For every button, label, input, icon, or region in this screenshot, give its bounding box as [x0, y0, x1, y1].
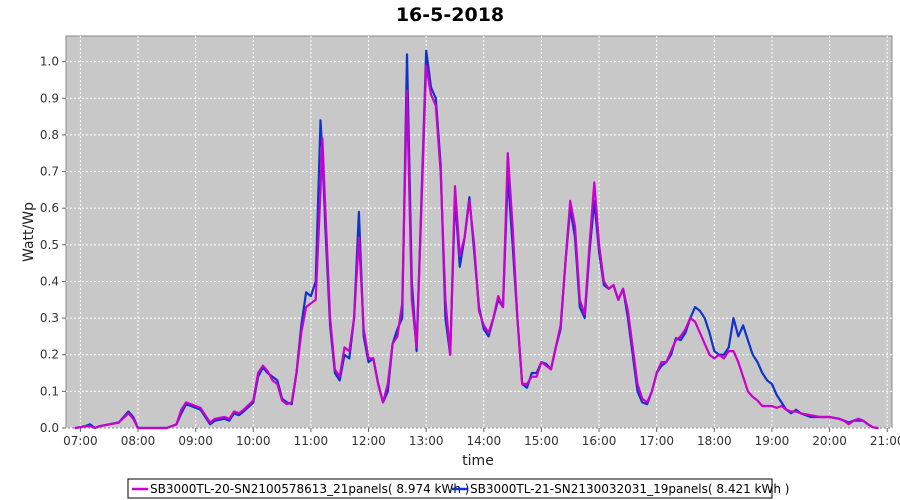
- x-tick-label: 16:00: [582, 434, 617, 448]
- legend-item-label: SB3000TL-20-SN2100578613_21panels( 8.974…: [150, 482, 469, 496]
- x-tick-label: 19:00: [755, 434, 790, 448]
- y-tick-label: 0.0: [40, 421, 59, 435]
- legend-item-label: SB3000TL-21-SN2130032031_19panels( 8.421…: [470, 482, 789, 496]
- x-tick-label: 11:00: [294, 434, 329, 448]
- legend-box: [127, 478, 773, 499]
- x-tick-label: 08:00: [121, 434, 156, 448]
- y-tick-label: 0.7: [40, 165, 59, 179]
- axes: 0.0 0.1 0.2 0.3 0.4 0.5 0.6 0.7 0.8 0.9 1.0 07:00 08…: [40, 55, 900, 448]
- y-tick-label: 0.9: [40, 91, 59, 105]
- x-tick-label: 17:00: [639, 434, 674, 448]
- x-tick-label: 14:00: [467, 434, 502, 448]
- y-tick-label: 0.8: [40, 128, 59, 142]
- y-tick-label: 0.4: [40, 274, 59, 288]
- x-tick-label: 13:00: [409, 434, 444, 448]
- chart-title: 16-5-2018: [396, 4, 504, 26]
- x-tick-label: 09:00: [178, 434, 213, 448]
- legend: SB3000TL-20-SN2100578613_21panels( 8.974…: [127, 478, 789, 499]
- x-tick-label: 12:00: [351, 434, 386, 448]
- y-axis-label: Watt/Wp: [21, 202, 37, 262]
- y-tick-label: 0.6: [40, 201, 59, 215]
- x-tick-label: 20:00: [812, 434, 847, 448]
- x-tick-label: 18:00: [697, 434, 732, 448]
- y-tick-label: 0.5: [40, 238, 59, 252]
- y-tick-label: 0.2: [40, 348, 59, 362]
- y-tick-label: 0.3: [40, 311, 59, 325]
- x-tick-label: 07:00: [63, 434, 98, 448]
- y-tick-label: 0.1: [40, 384, 59, 398]
- y-tick-label: 1.0: [40, 55, 59, 69]
- x-tick-label: 21:00: [870, 434, 900, 448]
- series-layer: [74, 49, 879, 430]
- x-tick-label: 15:00: [524, 434, 559, 448]
- plot-area: [65, 35, 893, 429]
- series-line-0: [74, 64, 879, 430]
- x-axis-label: time: [462, 453, 494, 469]
- x-tick-label: 10:00: [236, 434, 271, 448]
